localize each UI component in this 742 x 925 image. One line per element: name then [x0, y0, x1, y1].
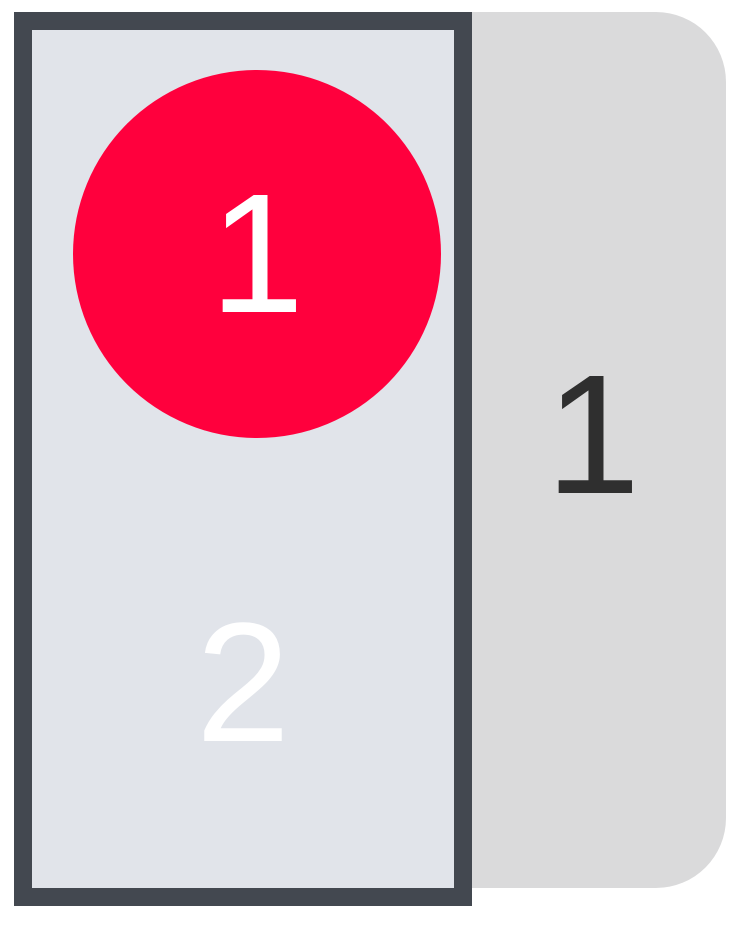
front-tab-number: 2 [195, 588, 291, 778]
back-tab-number: 1 [545, 340, 641, 530]
notification-badge: 1 [73, 70, 441, 438]
front-tab-card[interactable]: 1 2 [14, 12, 472, 906]
back-tab-card[interactable] [440, 12, 726, 888]
badge-count: 1 [209, 159, 305, 349]
